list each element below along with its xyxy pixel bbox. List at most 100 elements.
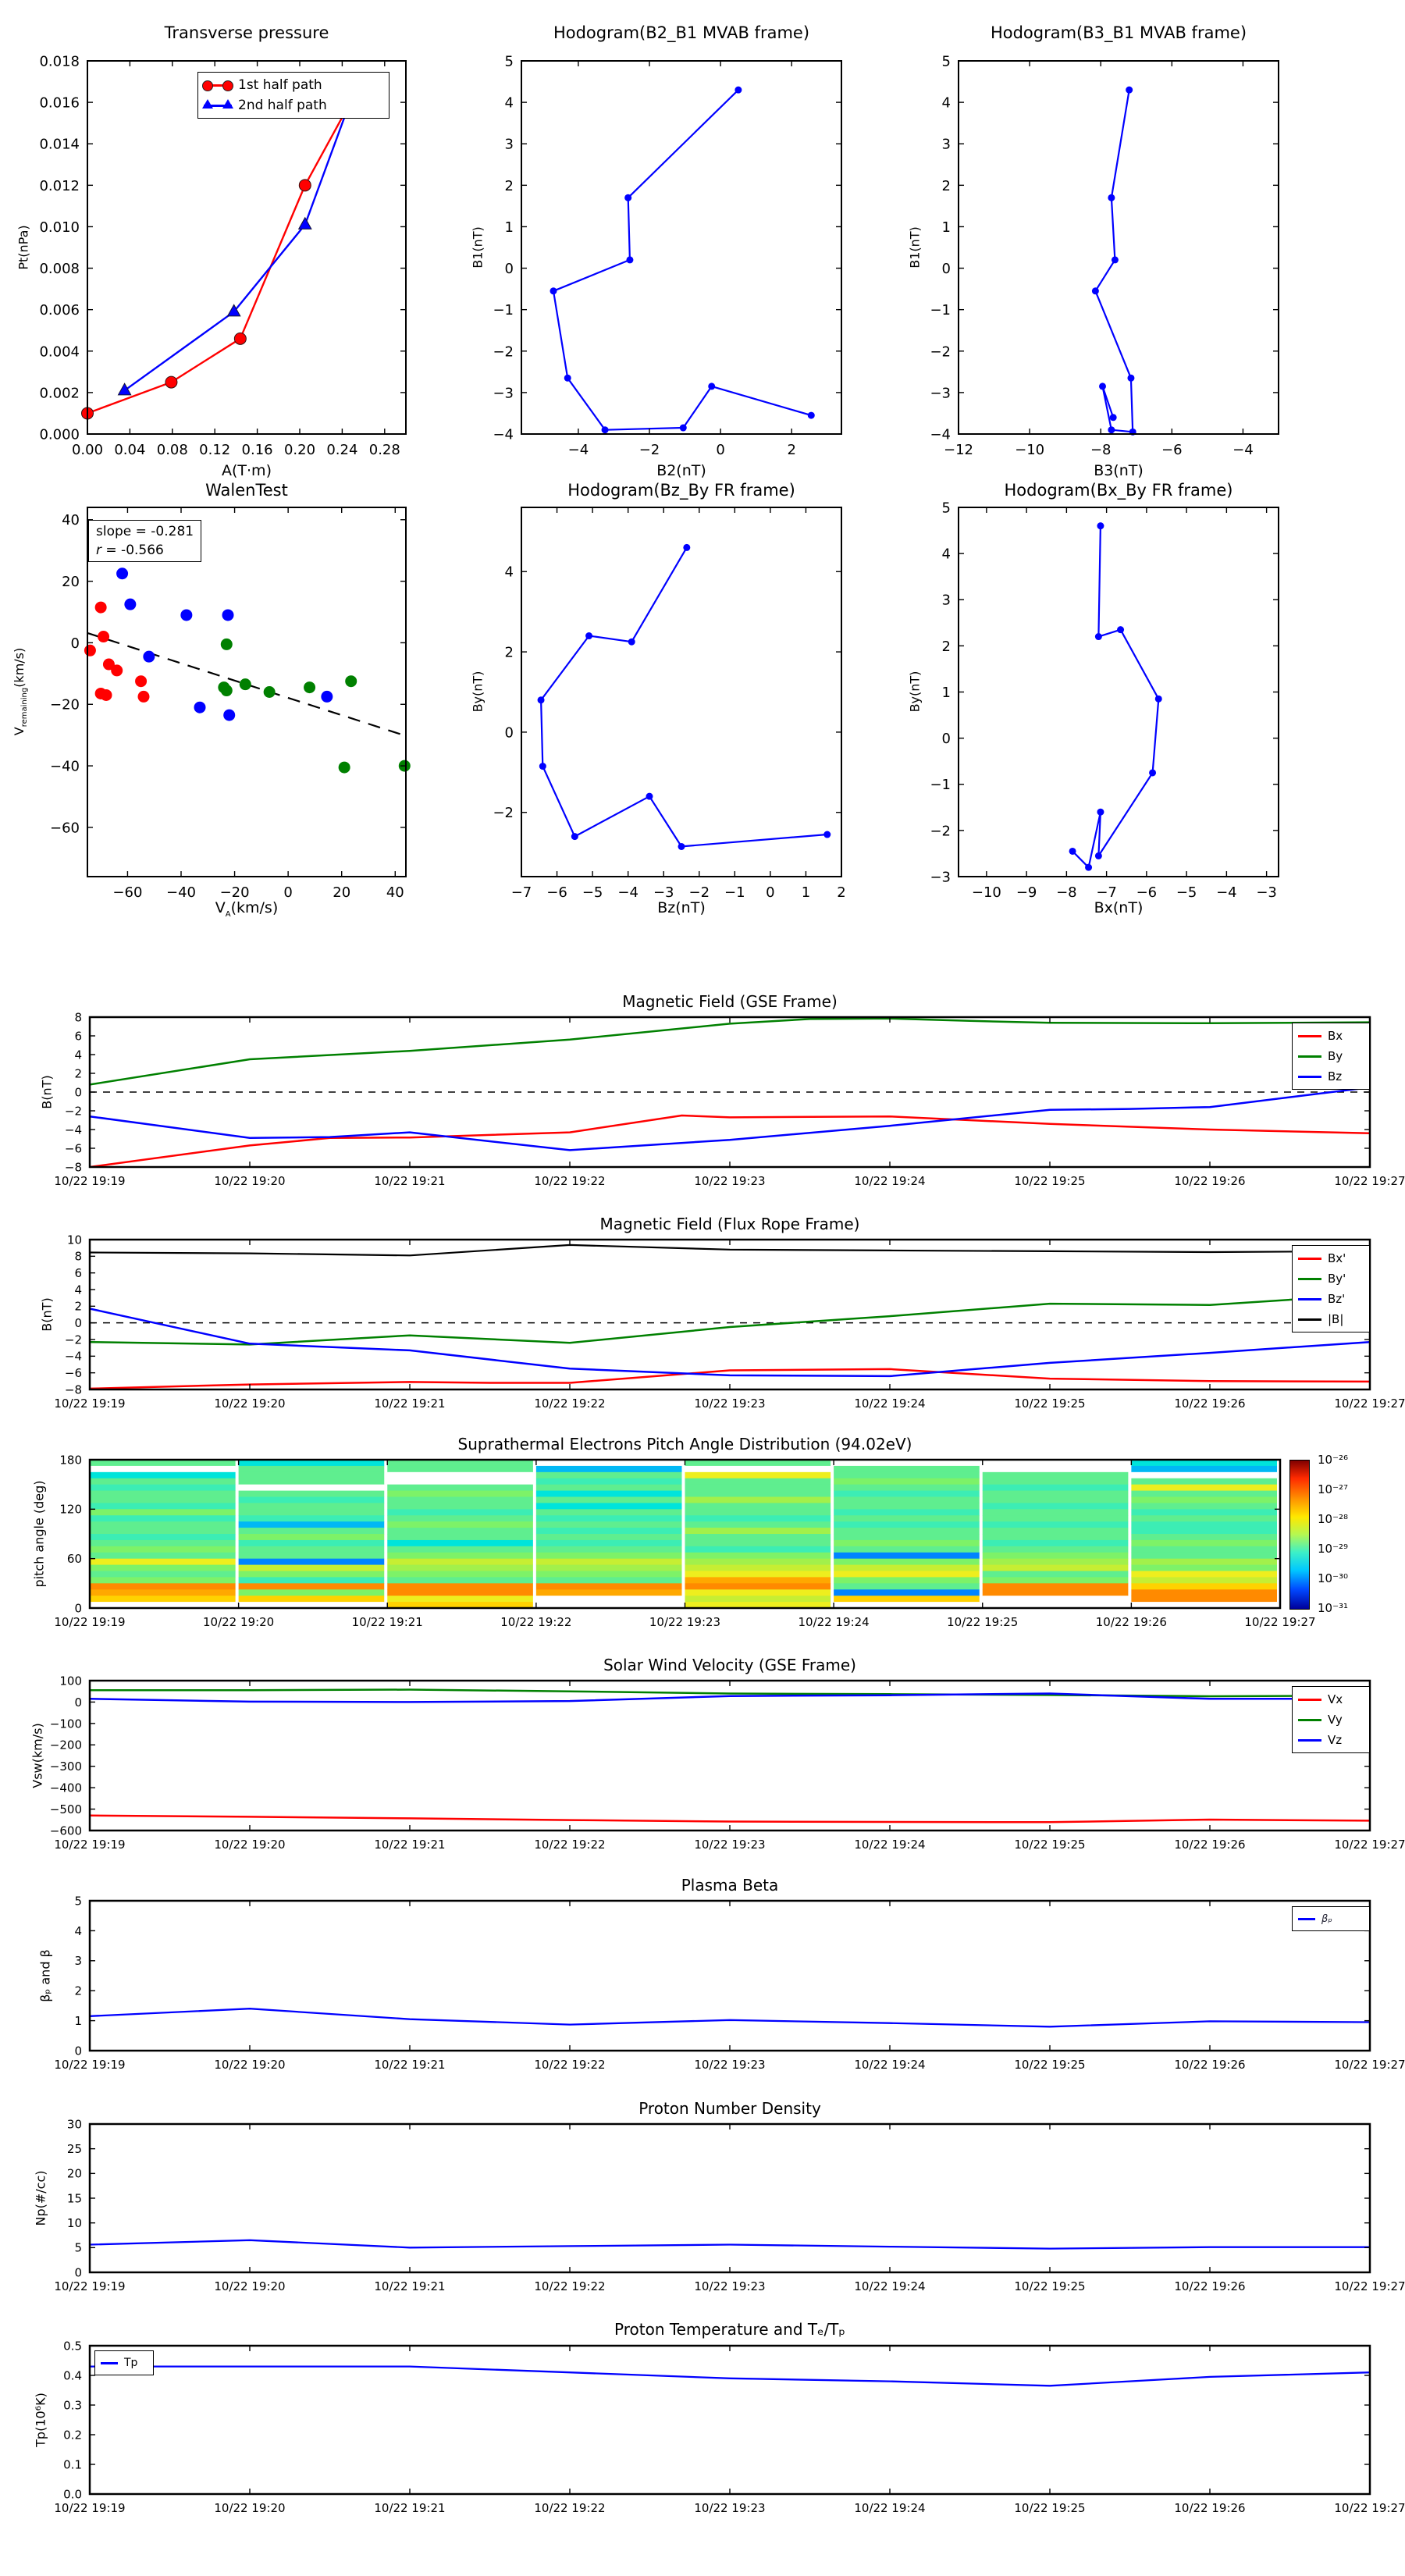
colorbar-jet bbox=[1289, 1460, 1310, 1610]
y-tick-label: 0 bbox=[74, 2265, 82, 2279]
x-tick-label: 10/22 19:26 bbox=[1174, 1174, 1245, 1188]
heatmap-cell bbox=[90, 1589, 236, 1596]
x-tick-label: −4 bbox=[617, 884, 638, 901]
legend-label: By' bbox=[1328, 1272, 1346, 1286]
heatmap-cell bbox=[982, 1552, 1129, 1560]
point-marker bbox=[143, 650, 155, 663]
y-tick-label: 40 bbox=[62, 512, 80, 528]
heatmap-cell bbox=[982, 1577, 1129, 1584]
heatmap-cell bbox=[1131, 1528, 1277, 1535]
x-tick-label: 10/22 19:26 bbox=[1174, 1838, 1245, 1852]
legend-transverse-pressure: 1st half path 2nd half path bbox=[197, 72, 389, 119]
heatmap-cell bbox=[90, 1571, 236, 1578]
heatmap-cell bbox=[387, 1503, 533, 1510]
triangle-marker bbox=[297, 216, 312, 229]
heatmap-cell bbox=[1131, 1534, 1277, 1541]
heatmap-cell bbox=[982, 1596, 1129, 1603]
heatmap-cell bbox=[387, 1558, 533, 1565]
x-tick-label: 10/22 19:22 bbox=[534, 2058, 605, 2072]
point-marker bbox=[98, 631, 110, 643]
triangle-marker bbox=[117, 382, 132, 396]
y-tick-label: 2 bbox=[942, 639, 951, 655]
transverse-pressure-plot: 0.00 0.04 0.08 0.12 0.16 0.20 0.24 0.28 0.000 0.0… bbox=[39, 53, 407, 458]
heatmap-cell bbox=[1131, 1564, 1277, 1571]
heatmap-cell bbox=[535, 1539, 682, 1547]
heatmap-cell bbox=[982, 1539, 1129, 1547]
y-tick-label: −20 bbox=[50, 697, 80, 713]
y-tick-label: −8 bbox=[65, 1160, 82, 1174]
y-tick-label: 5 bbox=[505, 53, 514, 69]
heatmap-cell bbox=[535, 1478, 682, 1485]
point-marker bbox=[1069, 847, 1076, 855]
x-tick-label: 10/22 19:21 bbox=[374, 1174, 445, 1188]
heatmap-cell bbox=[982, 1589, 1129, 1596]
x-tick-label: 10/22 19:26 bbox=[1174, 1397, 1245, 1411]
legend-line-icon bbox=[1298, 1055, 1321, 1058]
y-tick-label: −4 bbox=[493, 426, 514, 443]
walen-annotation-box: slope = -0.281 r = -0.566 bbox=[88, 520, 202, 562]
heatmap-cell bbox=[535, 1564, 682, 1571]
heatmap-cell bbox=[238, 1509, 385, 1516]
heatmap-cell bbox=[685, 1521, 831, 1528]
x-tick-label: −6 bbox=[1161, 442, 1183, 458]
point-marker bbox=[1091, 287, 1099, 295]
y-tick-label: −40 bbox=[50, 759, 80, 775]
legend-line-icon bbox=[1298, 1318, 1321, 1321]
heatmap-cell bbox=[685, 1564, 831, 1571]
legend-proton-temperature: Tp bbox=[94, 2350, 154, 2375]
legend-line-icon bbox=[101, 2361, 118, 2364]
heatmap-cell bbox=[982, 1515, 1129, 1522]
circle-marker-icon bbox=[222, 80, 233, 91]
y-tick-label: −3 bbox=[930, 869, 951, 885]
y-tick-label: 2 bbox=[74, 1300, 82, 1314]
heatmap-cell bbox=[834, 1528, 980, 1535]
y-tick-label: 0 bbox=[74, 2044, 82, 2058]
x-tick-label: 10/22 19:22 bbox=[534, 2501, 605, 2515]
title-hodogram-b3-b1: Hodogram(B3_B1 MVAB frame) bbox=[990, 23, 1247, 42]
legend-line-icon bbox=[1298, 1257, 1321, 1260]
heatmap-cell bbox=[1131, 1577, 1277, 1584]
x-tick-label: 10/22 19:23 bbox=[694, 2501, 765, 2515]
y-tick-label: 0.000 bbox=[39, 426, 80, 443]
y-tick-label: 15 bbox=[67, 2191, 82, 2205]
series-1st half path bbox=[87, 85, 358, 415]
x-tick-label: 10/22 19:25 bbox=[1014, 1397, 1085, 1411]
xlabel-part: V bbox=[215, 899, 226, 916]
point-marker bbox=[735, 86, 742, 94]
title-walen-test: WalenTest bbox=[205, 481, 288, 500]
heatmap-cell bbox=[387, 1490, 533, 1497]
x-tick-label: 10/22 19:22 bbox=[534, 1174, 605, 1188]
heatmap-cell bbox=[982, 1571, 1129, 1578]
heatmap-cell bbox=[90, 1478, 236, 1485]
heatmap-cell bbox=[1131, 1589, 1277, 1596]
heatmap-cell bbox=[238, 1521, 385, 1528]
y-tick-label: 4 bbox=[505, 95, 514, 112]
x-tick-label: 0.28 bbox=[369, 442, 400, 458]
axis-frame bbox=[958, 507, 1279, 877]
y-tick-label: 20 bbox=[62, 574, 80, 590]
series-By' bbox=[89, 1293, 1371, 1346]
y-tick-label: 0.1 bbox=[63, 2457, 82, 2471]
heatmap-cell bbox=[1131, 1490, 1277, 1497]
colorbar-label: 10⁻³¹ bbox=[1318, 1601, 1349, 1615]
heatmap-cell bbox=[387, 1465, 533, 1473]
point-marker bbox=[165, 375, 178, 389]
heatmap-cell bbox=[535, 1596, 682, 1603]
x-tick-label: 10/22 19:19 bbox=[54, 1615, 125, 1629]
x-tick-label: 10/22 19:26 bbox=[1096, 1615, 1167, 1629]
r-value: = -0.566 bbox=[105, 543, 164, 558]
x-tick-label: 0.08 bbox=[157, 442, 188, 458]
heatmap-cell bbox=[982, 1484, 1129, 1491]
point-marker bbox=[708, 382, 716, 390]
heatmap-cell bbox=[982, 1521, 1129, 1528]
y-tick-label: −6 bbox=[65, 1141, 82, 1155]
point-marker bbox=[679, 424, 687, 432]
heatmap-cell bbox=[834, 1539, 980, 1547]
xlabel-bz: Bz(nT) bbox=[657, 899, 706, 916]
legend-label: Vz bbox=[1328, 1733, 1343, 1747]
x-tick-label: 10/22 19:23 bbox=[694, 1838, 765, 1852]
point-marker bbox=[116, 568, 129, 580]
heatmap-cell bbox=[387, 1596, 533, 1603]
axis-frame bbox=[87, 60, 407, 435]
heatmap-cell bbox=[387, 1589, 533, 1596]
